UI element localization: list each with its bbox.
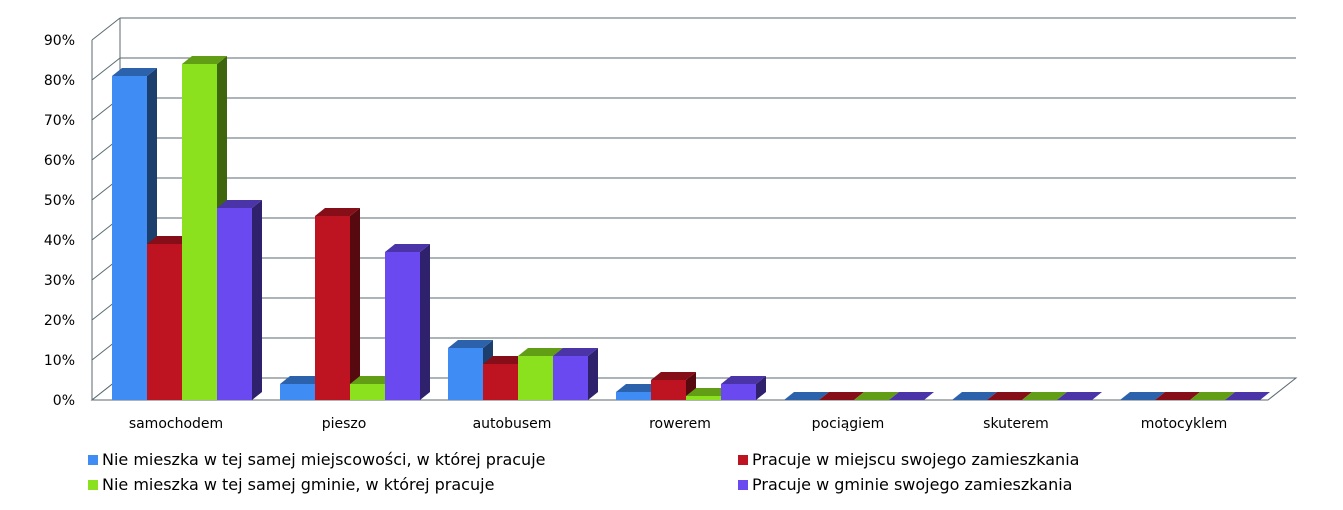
legend-label-series-2: Pracuje w miejscu swojego zamieszkania bbox=[752, 450, 1080, 469]
legend-item-series-2: Pracuje w miejscu swojego zamieszkania bbox=[738, 450, 1079, 469]
bar-top bbox=[147, 236, 192, 244]
bar bbox=[217, 208, 252, 400]
bar bbox=[553, 356, 588, 400]
y-tick-label: 20% bbox=[44, 313, 75, 329]
bar-top bbox=[1225, 392, 1270, 400]
bar bbox=[112, 76, 147, 400]
bar bbox=[721, 384, 756, 400]
bar bbox=[147, 244, 182, 400]
x-tick-label: pieszo bbox=[322, 416, 367, 432]
bar-side bbox=[350, 208, 360, 400]
y-tick-label: 50% bbox=[44, 193, 75, 209]
legend-label-series-3: Nie mieszka w tej samej gminie, w której… bbox=[102, 475, 495, 494]
bar-top bbox=[1190, 392, 1235, 400]
bar bbox=[315, 216, 350, 400]
bar-top bbox=[1155, 392, 1200, 400]
x-tick-label: autobusem bbox=[473, 416, 552, 432]
bar-top bbox=[1120, 392, 1165, 400]
bar-top bbox=[686, 388, 731, 396]
bar-top bbox=[483, 356, 528, 364]
bar bbox=[385, 252, 420, 400]
bar-top bbox=[448, 340, 493, 348]
bar-top bbox=[952, 392, 997, 400]
bar-top bbox=[280, 376, 325, 384]
bar bbox=[350, 384, 385, 400]
bar-side bbox=[588, 348, 598, 400]
x-tick-label: samochodem bbox=[129, 416, 223, 432]
legend-item-series-1: Nie mieszka w tej samej miejscowości, w … bbox=[88, 450, 545, 469]
bar-top bbox=[182, 56, 227, 64]
legend-label-series-1: Nie mieszka w tej samej miejscowości, w … bbox=[102, 450, 546, 469]
gridline-connector bbox=[91, 17, 121, 41]
y-tick-label: 0% bbox=[53, 393, 75, 409]
bar-top bbox=[819, 392, 864, 400]
bar-top bbox=[987, 392, 1032, 400]
bar-top bbox=[854, 392, 899, 400]
y-tick-label: 10% bbox=[44, 353, 75, 369]
x-tick-label: motocyklem bbox=[1141, 416, 1228, 432]
bar bbox=[651, 380, 686, 400]
bar bbox=[182, 64, 217, 400]
bar-top bbox=[385, 244, 430, 252]
y-tick-label: 40% bbox=[44, 233, 75, 249]
gridline-connector bbox=[91, 57, 121, 81]
x-tick-label: rowerem bbox=[649, 416, 711, 432]
bar-top bbox=[616, 384, 661, 392]
bar-side bbox=[420, 244, 430, 400]
legend-swatch-series-3 bbox=[88, 479, 98, 490]
y-tick-label: 80% bbox=[44, 73, 75, 89]
bar-top bbox=[1057, 392, 1102, 400]
legend-swatch-series-4 bbox=[738, 479, 748, 490]
legend-swatch-series-1 bbox=[88, 454, 98, 465]
legend-item-series-4: Pracuje w gminie swojego zamieszkania bbox=[738, 475, 1072, 494]
bar bbox=[280, 384, 315, 400]
legend: Nie mieszka w tej samej miejscowości, w … bbox=[88, 450, 1288, 498]
y-tick-label: 70% bbox=[44, 113, 75, 129]
bar bbox=[448, 348, 483, 400]
y-tick-label: 60% bbox=[44, 153, 75, 169]
bar-top bbox=[112, 68, 157, 76]
bar-top bbox=[350, 376, 395, 384]
bar bbox=[518, 356, 553, 400]
bar-top bbox=[1022, 392, 1067, 400]
bar-top bbox=[651, 372, 696, 380]
bar-side bbox=[252, 200, 262, 400]
legend-item-series-3: Nie mieszka w tej samej gminie, w której… bbox=[88, 475, 494, 494]
y-tick-label: 90% bbox=[44, 33, 75, 49]
bar-top bbox=[553, 348, 598, 356]
bar-top bbox=[721, 376, 766, 384]
bar bbox=[483, 364, 518, 400]
bar-top bbox=[889, 392, 934, 400]
bar-top bbox=[518, 348, 563, 356]
bar-top bbox=[315, 208, 360, 216]
x-tick-label: pociągiem bbox=[812, 416, 885, 432]
bar-top bbox=[784, 392, 829, 400]
bar bbox=[686, 396, 721, 400]
bar-top bbox=[217, 200, 262, 208]
legend-label-series-4: Pracuje w gminie swojego zamieszkania bbox=[752, 475, 1073, 494]
y-tick-label: 30% bbox=[44, 273, 75, 289]
bar bbox=[616, 392, 651, 400]
legend-swatch-series-2 bbox=[738, 454, 748, 465]
x-tick-label: skuterem bbox=[983, 416, 1049, 432]
